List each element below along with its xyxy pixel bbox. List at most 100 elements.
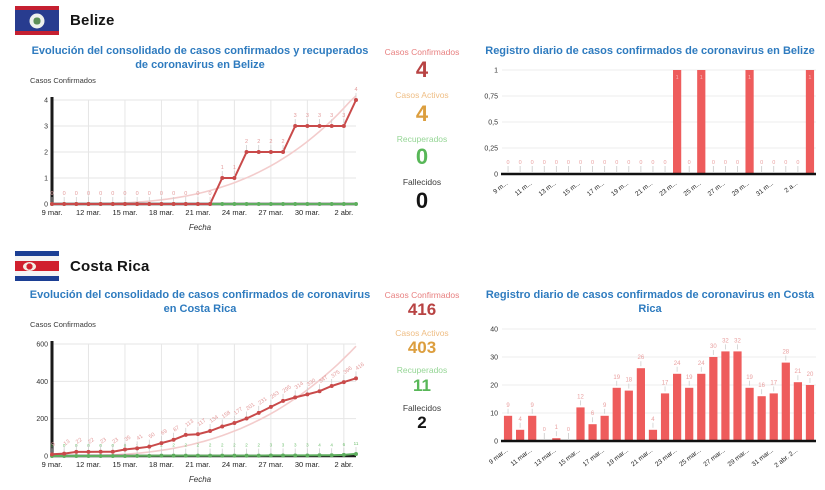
svg-text:0: 0 xyxy=(44,201,48,208)
svg-text:29 m...: 29 m... xyxy=(731,180,751,198)
svg-text:1: 1 xyxy=(808,75,811,81)
svg-text:0: 0 xyxy=(651,160,654,166)
svg-text:0: 0 xyxy=(172,191,175,197)
svg-text:0: 0 xyxy=(196,191,199,197)
svg-text:12: 12 xyxy=(577,394,584,400)
svg-text:26: 26 xyxy=(638,355,645,361)
svg-text:3: 3 xyxy=(294,113,297,119)
svg-text:0: 0 xyxy=(579,160,582,166)
belize-stats-panel: Casos Confirmados 4 Casos Activos 4 Recu… xyxy=(371,47,473,221)
svg-text:314: 314 xyxy=(294,380,305,390)
svg-text:27 mar.: 27 mar. xyxy=(258,460,283,469)
svg-text:23: 23 xyxy=(99,437,107,445)
svg-text:330: 330 xyxy=(306,377,317,387)
stat-value: 2 xyxy=(417,413,427,433)
belize-bar-chart-title: Registro diario de casos confirmados de … xyxy=(485,45,815,57)
svg-text:24 mar.: 24 mar. xyxy=(222,208,247,217)
svg-text:117: 117 xyxy=(197,417,208,427)
stat-label: Recuperados xyxy=(396,133,448,144)
svg-text:0: 0 xyxy=(567,427,570,433)
svg-text:1: 1 xyxy=(44,175,48,182)
svg-text:24: 24 xyxy=(674,360,681,366)
svg-text:0: 0 xyxy=(63,443,66,448)
stat-value: 403 xyxy=(407,337,437,357)
svg-text:9: 9 xyxy=(51,441,57,448)
stat-label: Casos Activos xyxy=(395,90,449,101)
svg-text:41: 41 xyxy=(136,433,144,441)
svg-text:2: 2 xyxy=(245,139,248,145)
svg-text:69: 69 xyxy=(160,428,168,436)
svg-text:2: 2 xyxy=(257,139,260,145)
svg-text:25 mar...: 25 mar... xyxy=(678,447,702,468)
svg-text:18 mar.: 18 mar. xyxy=(149,460,174,469)
svg-text:22: 22 xyxy=(75,437,83,445)
svg-text:15 mar...: 15 mar... xyxy=(557,447,581,468)
costa-rica-stat-activos: Casos Activos 403 xyxy=(371,328,473,358)
svg-text:21 mar.: 21 mar. xyxy=(185,208,210,217)
costa-rica-stats-panel: Casos Confirmados 416 Casos Activos 403 … xyxy=(371,290,473,441)
svg-text:17: 17 xyxy=(770,380,777,386)
svg-text:3: 3 xyxy=(330,113,333,119)
svg-text:11 m...: 11 m... xyxy=(514,180,534,198)
svg-text:13 mar...: 13 mar... xyxy=(533,447,557,468)
svg-text:30: 30 xyxy=(490,354,498,361)
svg-text:0: 0 xyxy=(760,160,763,166)
svg-text:3: 3 xyxy=(342,113,345,119)
svg-text:0: 0 xyxy=(99,191,102,197)
svg-text:15 m...: 15 m... xyxy=(562,180,582,198)
svg-text:23 mar...: 23 mar... xyxy=(654,447,678,468)
svg-text:25 m...: 25 m... xyxy=(683,180,703,198)
svg-text:0: 0 xyxy=(543,427,546,433)
svg-text:4: 4 xyxy=(318,442,321,447)
svg-text:35: 35 xyxy=(124,434,132,442)
svg-text:0: 0 xyxy=(63,191,66,197)
belize-header: Belize xyxy=(15,6,115,35)
belize-stat-recuperados: Recuperados 0 xyxy=(371,134,473,169)
belize-line-chart-card: Evolución del consolidado de casos confi… xyxy=(28,44,372,232)
svg-text:2: 2 xyxy=(185,442,188,447)
svg-text:9 mar.: 9 mar. xyxy=(42,460,63,469)
svg-text:0: 0 xyxy=(603,160,606,166)
svg-text:19: 19 xyxy=(746,374,753,380)
svg-text:2: 2 xyxy=(44,149,48,156)
costa-rica-header: Costa Rica xyxy=(15,251,150,281)
stat-label: Fallecidos xyxy=(402,403,442,414)
svg-text:0: 0 xyxy=(591,160,594,166)
svg-text:0: 0 xyxy=(627,160,630,166)
svg-text:21: 21 xyxy=(795,369,802,375)
belize-line-y-axis-title: Casos Confirmados xyxy=(30,75,96,85)
svg-text:134: 134 xyxy=(209,414,220,424)
costa-rica-stat-fallecidos: Fallecidos 2 xyxy=(371,403,473,433)
stat-value: 4 xyxy=(415,100,429,126)
stat-value: 0 xyxy=(415,144,429,170)
svg-text:30 mar.: 30 mar. xyxy=(295,208,320,217)
svg-text:1: 1 xyxy=(221,165,224,171)
svg-text:27 m...: 27 m... xyxy=(707,180,727,198)
svg-text:40: 40 xyxy=(490,326,498,333)
belize-line-chart-title: Evolución del consolidado de casos confi… xyxy=(31,45,369,72)
svg-text:2: 2 xyxy=(221,442,224,447)
costa-rica-stat-confirmados: Casos Confirmados 416 xyxy=(371,290,473,320)
svg-text:2 a...: 2 a... xyxy=(783,180,799,195)
svg-text:1: 1 xyxy=(748,75,751,81)
svg-text:400: 400 xyxy=(36,378,48,385)
stat-label: Casos Confirmados xyxy=(384,47,460,57)
belize-stat-fallecidos: Fallecidos 0 xyxy=(371,177,473,212)
svg-text:0: 0 xyxy=(44,453,48,460)
svg-text:1: 1 xyxy=(233,165,236,171)
stat-value: 11 xyxy=(413,375,431,395)
svg-text:16: 16 xyxy=(758,383,765,389)
svg-text:21 mar.: 21 mar. xyxy=(185,460,210,469)
svg-text:113: 113 xyxy=(184,418,195,428)
svg-text:2: 2 xyxy=(209,442,212,447)
svg-text:295: 295 xyxy=(282,384,293,394)
svg-text:0: 0 xyxy=(51,443,54,448)
svg-text:13 m...: 13 m... xyxy=(538,180,558,198)
svg-text:15 mar.: 15 mar. xyxy=(112,208,137,217)
svg-text:11: 11 xyxy=(354,441,359,446)
svg-text:22: 22 xyxy=(87,437,95,445)
svg-text:0: 0 xyxy=(712,160,715,166)
stat-label: Casos Confirmados xyxy=(384,290,460,300)
svg-text:32: 32 xyxy=(734,338,741,344)
